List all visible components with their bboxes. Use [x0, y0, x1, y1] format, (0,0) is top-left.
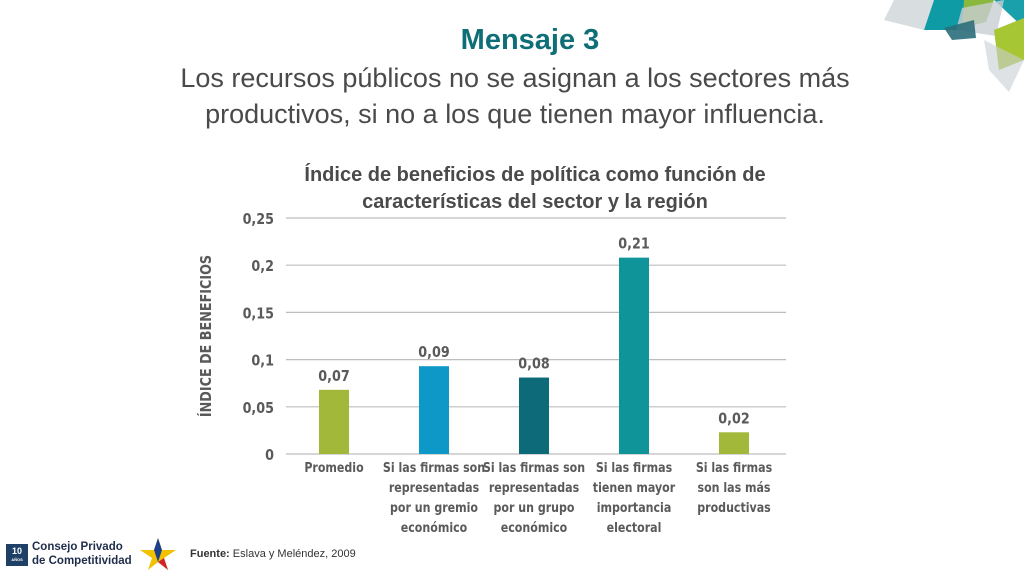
y-tick-label: 0	[265, 447, 274, 464]
x-tick-label: electoral	[607, 520, 662, 535]
x-tick-label: representadas	[389, 480, 479, 495]
data-label: 0,09	[418, 344, 449, 361]
x-tick-label: productivas	[697, 500, 770, 515]
x-tick-label: Si las firmas son	[483, 460, 585, 475]
logo-text: Consejo Privado de Competitividad	[32, 541, 132, 567]
data-label: 0,07	[318, 368, 349, 385]
x-tick-label: son las más	[697, 480, 770, 495]
data-label: 0,21	[618, 236, 649, 253]
x-tick-label: económico	[501, 520, 567, 535]
source-note: Fuente: Eslava y Meléndez, 2009	[190, 548, 356, 560]
slide-subtitle: Los recursos públicos no se asignan a lo…	[180, 63, 850, 129]
x-tick-label: económico	[401, 520, 467, 535]
data-label: 0,08	[518, 356, 549, 373]
x-tick-label: por un gremio	[390, 500, 478, 515]
source-label: Fuente:	[190, 548, 230, 560]
logo: 10 AÑOS Consejo Privado de Competitividad	[4, 536, 184, 572]
y-tick-label: 0,1	[251, 353, 274, 370]
bar	[719, 432, 749, 454]
y-axis-label: ÍNDICE DE BENEFICIOS	[196, 255, 215, 417]
source-text: Eslava y Meléndez, 2009	[232, 548, 356, 560]
bar	[419, 366, 449, 454]
y-tick-label: 0,2	[251, 258, 274, 275]
y-tick-label: 0,25	[243, 211, 274, 228]
x-tick-label: Si las firmas son	[383, 460, 485, 475]
y-tick-label: 0,05	[243, 400, 274, 417]
y-tick-label: 0,15	[243, 305, 274, 322]
x-tick-label: Promedio	[304, 460, 363, 475]
bar	[619, 257, 649, 454]
data-label: 0,02	[718, 410, 749, 427]
x-tick-label: Si las firmas	[696, 460, 772, 475]
x-tick-label: tienen mayor	[593, 480, 675, 495]
x-tick-label: por un grupo	[493, 500, 574, 515]
x-tick-label: importancia	[597, 500, 672, 515]
x-tick-label: Si las firmas	[596, 460, 672, 475]
chart-title: Índice de beneficios de política como fu…	[304, 164, 766, 213]
x-tick-label: representadas	[489, 480, 579, 495]
slide-title: Mensaje 3	[460, 24, 600, 56]
bar	[319, 389, 349, 454]
anniversary-badge: 10 AÑOS	[6, 544, 28, 566]
corner-decoration	[884, 0, 1024, 92]
bar	[519, 377, 549, 454]
star-logo-icon	[140, 538, 176, 570]
